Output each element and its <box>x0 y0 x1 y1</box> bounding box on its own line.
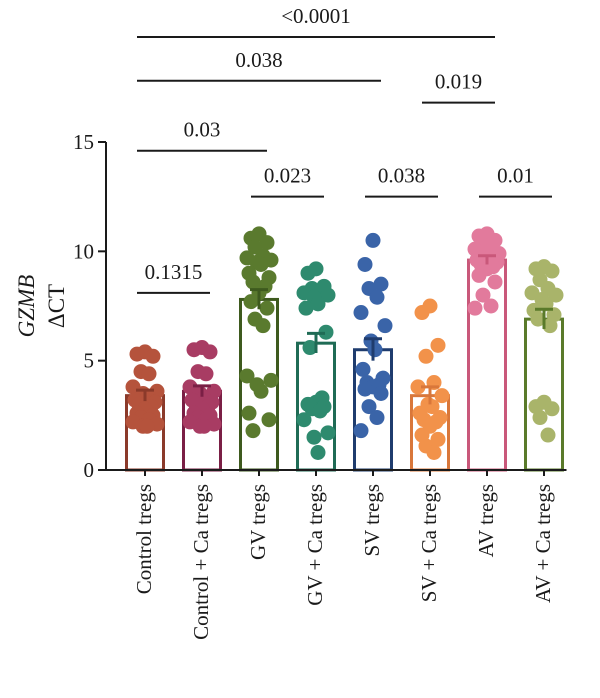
data-point <box>430 431 446 447</box>
data-point <box>475 287 491 303</box>
data-point <box>538 296 554 312</box>
data-point <box>320 425 336 441</box>
y-axis-gene-label: GZMB <box>14 275 39 338</box>
data-point <box>259 300 275 316</box>
data-point <box>196 418 212 434</box>
data-point <box>298 300 314 316</box>
x-axis: Control tregs Control + Ca tregs GV tregs G… <box>106 469 567 640</box>
data-point <box>471 267 487 283</box>
data-point <box>410 379 426 395</box>
data-point <box>540 427 556 443</box>
y-tick-label: 0 <box>84 458 95 482</box>
data-point <box>367 342 383 358</box>
y-tick-label: 5 <box>84 349 95 373</box>
x-category-label: GV tregs <box>246 484 270 560</box>
p-value-label: 0.023 <box>264 164 311 188</box>
data-point <box>544 401 560 417</box>
data-point <box>467 300 483 316</box>
data-point <box>320 287 336 303</box>
data-point <box>361 399 377 415</box>
x-category-label: AV tregs <box>474 484 498 557</box>
p-value-label: <0.0001 <box>281 4 351 28</box>
data-point <box>544 263 560 279</box>
data-point <box>255 318 271 334</box>
data-point <box>261 412 277 428</box>
p-value-label: 0.1315 <box>145 260 203 284</box>
p-value-label: 0.03 <box>184 118 221 142</box>
data-point <box>310 445 326 461</box>
data-point <box>353 305 369 321</box>
data-point <box>263 372 279 388</box>
x-category-label: SV + Ca tregs <box>417 484 441 602</box>
data-point <box>302 340 318 356</box>
x-category-label: AV + Ca tregs <box>531 484 555 603</box>
data-point <box>542 318 558 334</box>
data-point <box>129 346 145 362</box>
data-point <box>245 423 261 439</box>
y-tick-label: 15 <box>73 130 94 154</box>
data-point <box>487 274 503 290</box>
data-point <box>424 399 440 415</box>
p-value-label: 0.038 <box>378 164 425 188</box>
points-group <box>125 226 564 461</box>
significance-group: 0.1315 0.03 0.023 0.038 0.01 0.038 0.019 <0.000… <box>137 4 552 294</box>
x-category-label: SV tregs <box>360 484 384 557</box>
data-point <box>296 412 312 428</box>
bar <box>524 317 564 472</box>
data-point <box>414 305 430 321</box>
x-category-label: GV + Ca tregs <box>303 484 327 606</box>
data-point <box>548 287 564 303</box>
data-point <box>365 232 381 248</box>
y-axis-unit-label: ΔCT <box>44 284 69 328</box>
data-point <box>434 388 450 404</box>
data-point <box>259 235 275 251</box>
data-point <box>530 311 546 327</box>
data-point <box>426 445 442 461</box>
data-point <box>202 344 218 360</box>
data-point <box>300 265 316 281</box>
data-point <box>306 429 322 445</box>
data-point <box>353 423 369 439</box>
data-point <box>318 324 334 340</box>
data-point <box>373 385 389 401</box>
bars-group <box>125 258 564 472</box>
y-axis-title: GZMB ΔCT <box>14 275 69 338</box>
data-point <box>198 366 214 382</box>
data-point <box>369 289 385 305</box>
data-point <box>245 274 261 290</box>
y-axis: 0 5 10 15 <box>73 130 107 482</box>
data-point <box>312 403 328 419</box>
data-point <box>145 348 161 364</box>
x-category-label: Control tregs <box>132 484 156 594</box>
data-point <box>357 256 373 272</box>
data-point <box>355 361 371 377</box>
p-value-label: 0.019 <box>435 70 482 94</box>
data-point <box>483 298 499 314</box>
data-point <box>239 368 255 384</box>
data-point <box>253 383 269 399</box>
data-point <box>186 342 202 358</box>
y-tick-label: 10 <box>73 239 94 263</box>
p-value-label: 0.01 <box>497 164 534 188</box>
data-point <box>310 296 326 312</box>
data-point <box>141 366 157 382</box>
data-point <box>139 418 155 434</box>
p-value-label: 0.038 <box>235 48 282 72</box>
data-point <box>253 256 269 272</box>
data-point <box>243 294 259 310</box>
error-bars-group <box>136 254 553 405</box>
data-point <box>532 410 548 426</box>
data-point <box>241 405 257 421</box>
data-point <box>430 337 446 353</box>
data-point <box>369 410 385 426</box>
x-category-label: Control + Ca tregs <box>189 484 213 640</box>
data-point <box>377 318 393 334</box>
data-point <box>373 276 389 292</box>
data-point <box>357 381 373 397</box>
data-point <box>418 348 434 364</box>
